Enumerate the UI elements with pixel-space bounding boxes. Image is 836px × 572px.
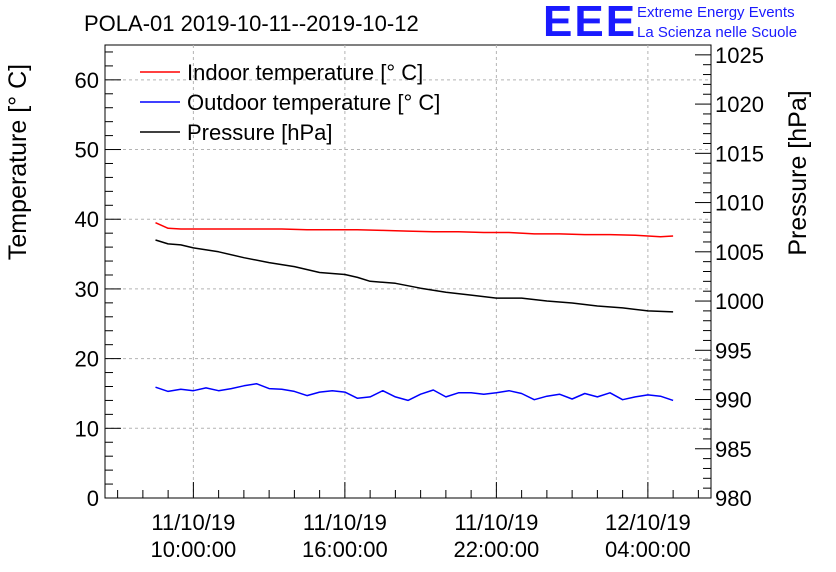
x-tick-label-date: 11/10/19 (303, 510, 387, 535)
y-tick-label-left: 0 (87, 486, 99, 511)
right-axis: 980 985 990 995 1000 1005 1010 1015 1020 1025 (695, 43, 764, 511)
x-tick-label-date: 11/10/19 (454, 510, 538, 535)
y-tick-label-right: 985 (715, 437, 752, 462)
y-tick-label-left: 40 (75, 207, 99, 232)
y-tick-label-left: 20 (75, 347, 99, 372)
y-axis-label-right: Pressure [hPa] (784, 90, 812, 255)
eee-logo-mark: EEE (543, 0, 638, 46)
x-tick-label-time: 10:00:00 (151, 537, 237, 562)
y-tick-label-left: 60 (75, 68, 99, 93)
x-tick-label-time: 22:00:00 (454, 537, 540, 562)
left-axis: 0 10 20 30 40 50 60 (75, 51, 121, 511)
pressure-line (155, 239, 674, 313)
y-tick-label-left: 50 (75, 138, 99, 163)
y-tick-label-right: 1010 (715, 191, 764, 216)
legend-label-indoor: Indoor temperature [° C] (187, 60, 423, 85)
gridlines (105, 45, 711, 498)
indoor-temperature-line (155, 222, 674, 238)
y-tick-label-right: 980 (715, 486, 752, 511)
y-tick-label-left: 30 (75, 277, 99, 302)
y-axis-label-left: Temperature [° C] (4, 64, 32, 260)
legend-label-outdoor: Outdoor temperature [° C] (187, 90, 440, 115)
x-tick-label-date: 12/10/19 (605, 510, 691, 535)
legend-label-pressure: Pressure [hPa] (187, 120, 333, 145)
series-lines (155, 222, 674, 402)
y-tick-label-right: 995 (715, 338, 752, 363)
y-tick-label-right: 1000 (715, 289, 764, 314)
y-tick-label-right: 1020 (715, 92, 764, 117)
x-axis: 11/10/1910:00:0011/10/1916:00:0011/10/19… (117, 482, 699, 562)
x-tick-label-time: 04:00:00 (605, 537, 691, 562)
x-tick-label-time: 16:00:00 (302, 537, 388, 562)
y-tick-label-right: 1005 (715, 240, 764, 265)
eee-logo-line1: Extreme Energy Events (637, 4, 795, 21)
y-tick-label-left: 10 (75, 416, 99, 441)
chart-title: POLA-01 2019-10-11--2019-10-12 (84, 11, 419, 36)
y-tick-label-right: 1025 (715, 43, 764, 68)
x-tick-label-date: 11/10/19 (151, 510, 235, 535)
y-tick-label-right: 990 (715, 388, 752, 413)
legend: Indoor temperature [° C] Outdoor tempera… (140, 60, 440, 145)
outdoor-temperature-line (155, 382, 674, 402)
y-tick-label-right: 1015 (715, 141, 764, 166)
eee-logo: EEE Extreme Energy Events La Scienza nel… (543, 0, 833, 46)
eee-logo-line2: La Scienza nelle Scuole (637, 24, 798, 41)
